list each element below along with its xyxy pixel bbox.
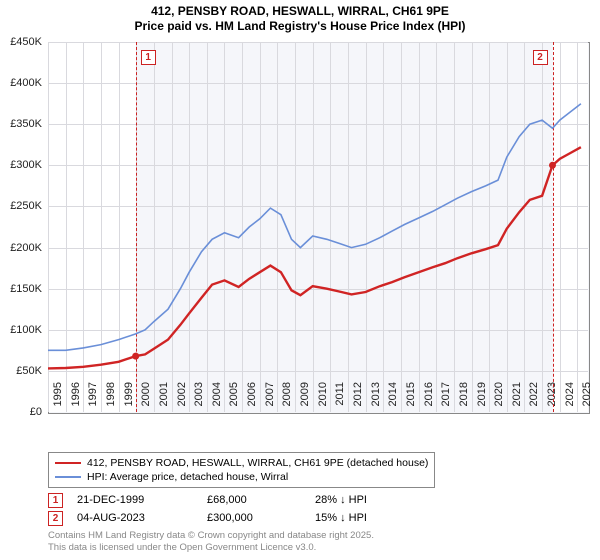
legend: 412, PENSBY ROAD, HESWALL, WIRRAL, CH61 … xyxy=(48,452,435,488)
sale-price: £300,000 xyxy=(207,510,315,528)
legend-item: 412, PENSBY ROAD, HESWALL, WIRRAL, CH61 … xyxy=(55,456,428,470)
sale-row: 1 21-DEC-1999£68,00028% ↓ HPI xyxy=(48,492,435,510)
sale-row: 2 04-AUG-2023£300,00015% ↓ HPI xyxy=(48,510,435,528)
sale-hpi-diff: 28% ↓ HPI xyxy=(315,492,435,510)
sale-hpi-diff: 15% ↓ HPI xyxy=(315,510,435,528)
y-axis-label: £150K xyxy=(0,283,42,295)
sale-date: 04-AUG-2023 xyxy=(77,510,207,528)
y-axis-label: £450K xyxy=(0,36,42,48)
y-axis-label: £400K xyxy=(0,77,42,89)
chart-container: 412, PENSBY ROAD, HESWALL, WIRRAL, CH61 … xyxy=(0,0,600,560)
title-line-2: Price paid vs. HM Land Registry's House … xyxy=(0,19,600,34)
legend-label: 412, PENSBY ROAD, HESWALL, WIRRAL, CH61 … xyxy=(87,456,428,470)
legend-swatch xyxy=(55,476,81,478)
y-axis-label: £50K xyxy=(0,365,42,377)
sales-table: 1 21-DEC-1999£68,00028% ↓ HPI 2 04-AUG-2023… xyxy=(48,492,435,527)
chart-plot-area: £0£50K£100K£150K£200K£250K£300K£350K£400… xyxy=(48,42,588,412)
legend-swatch xyxy=(55,462,81,464)
sale-point xyxy=(132,353,139,360)
sale-point xyxy=(549,162,556,169)
footer-attribution: Contains HM Land Registry data © Crown c… xyxy=(48,530,374,554)
legend-item: HPI: Average price, detached house, Wirr… xyxy=(55,470,428,484)
y-axis-label: £0 xyxy=(0,406,42,418)
footer-line-1: Contains HM Land Registry data © Crown c… xyxy=(48,530,374,542)
y-axis-label: £350K xyxy=(0,118,42,130)
chart-title: 412, PENSBY ROAD, HESWALL, WIRRAL, CH61 … xyxy=(0,0,600,34)
sale-date: 21-DEC-1999 xyxy=(77,492,207,510)
series-hpi xyxy=(48,104,581,351)
line-series-svg xyxy=(48,42,588,412)
sale-row-badge: 1 xyxy=(48,493,63,508)
y-axis-label: £250K xyxy=(0,200,42,212)
sale-price: £68,000 xyxy=(207,492,315,510)
legend-label: HPI: Average price, detached house, Wirr… xyxy=(87,470,288,484)
title-line-1: 412, PENSBY ROAD, HESWALL, WIRRAL, CH61 … xyxy=(0,4,600,19)
series-price_paid xyxy=(48,147,581,368)
sale-row-badge: 2 xyxy=(48,511,63,526)
y-axis-label: £100K xyxy=(0,324,42,336)
footer-line-2: This data is licensed under the Open Gov… xyxy=(48,542,374,554)
y-axis-label: £300K xyxy=(0,159,42,171)
y-axis-label: £200K xyxy=(0,242,42,254)
